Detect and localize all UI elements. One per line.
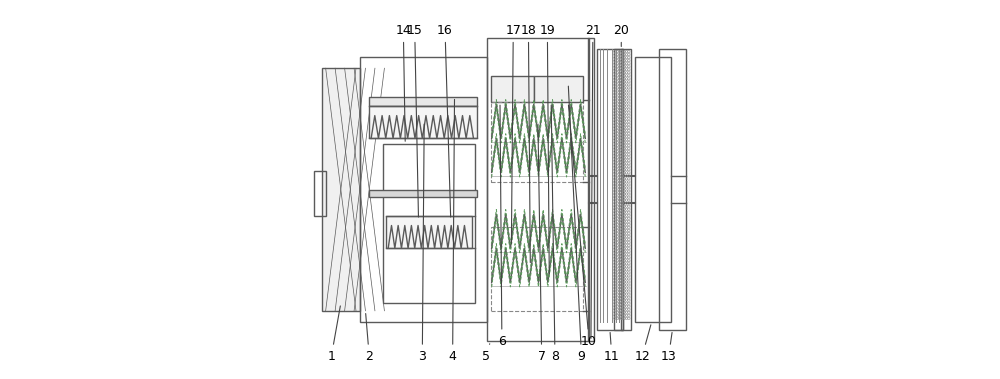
- Text: 12: 12: [634, 325, 651, 363]
- Bar: [635, 57, 671, 322]
- Bar: [659, 49, 686, 330]
- Text: 21: 21: [585, 24, 601, 338]
- Text: 6: 6: [498, 105, 506, 348]
- Text: 7: 7: [538, 124, 546, 363]
- Bar: [360, 57, 487, 322]
- Bar: [386, 216, 472, 248]
- Text: 15: 15: [407, 24, 423, 217]
- Bar: [369, 190, 477, 197]
- Text: 1: 1: [327, 306, 340, 363]
- Bar: [491, 102, 583, 182]
- Bar: [621, 49, 631, 330]
- Text: 18: 18: [520, 24, 536, 263]
- Bar: [614, 49, 623, 330]
- Text: 3: 3: [418, 124, 426, 363]
- Bar: [383, 144, 475, 303]
- Text: 2: 2: [365, 313, 373, 363]
- Bar: [314, 171, 326, 216]
- Bar: [491, 227, 583, 311]
- Bar: [369, 106, 477, 138]
- Text: 16: 16: [437, 24, 453, 217]
- Text: 14: 14: [395, 24, 411, 141]
- Text: 4: 4: [449, 99, 457, 363]
- Text: 8: 8: [551, 105, 559, 363]
- Text: 5: 5: [482, 344, 490, 363]
- Bar: [597, 49, 623, 330]
- Bar: [491, 76, 534, 102]
- Bar: [534, 76, 583, 102]
- Bar: [369, 97, 477, 106]
- Text: 20: 20: [613, 24, 629, 47]
- Text: 11: 11: [604, 332, 620, 363]
- Bar: [588, 38, 594, 341]
- Text: 19: 19: [540, 24, 555, 274]
- Text: 10: 10: [568, 105, 597, 348]
- Bar: [322, 68, 360, 311]
- Bar: [487, 38, 589, 341]
- Text: 13: 13: [661, 332, 677, 363]
- Text: 17: 17: [505, 24, 521, 244]
- Text: 9: 9: [568, 86, 585, 363]
